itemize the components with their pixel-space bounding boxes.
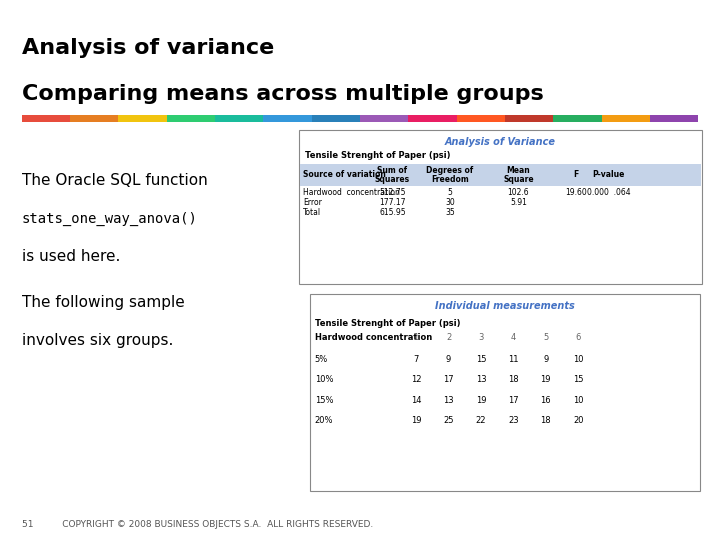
Text: 1: 1 xyxy=(413,333,419,342)
Text: 10: 10 xyxy=(573,396,583,404)
Text: Individual measurements: Individual measurements xyxy=(435,301,575,312)
Text: The following sample: The following sample xyxy=(22,295,184,310)
Text: 19: 19 xyxy=(476,396,486,404)
Text: 18: 18 xyxy=(508,375,518,384)
Text: 16: 16 xyxy=(541,396,551,404)
Text: 19: 19 xyxy=(411,416,421,425)
Text: Source of variation: Source of variation xyxy=(303,171,386,179)
Text: 12: 12 xyxy=(411,375,421,384)
Text: 17: 17 xyxy=(508,396,518,404)
Text: Sum of
Squares: Sum of Squares xyxy=(375,166,410,184)
Text: Hardwood concentration: Hardwood concentration xyxy=(315,333,432,342)
Text: 5%: 5% xyxy=(315,355,328,363)
Text: Tensile Strenght of Paper (psi): Tensile Strenght of Paper (psi) xyxy=(315,319,461,328)
Text: 10: 10 xyxy=(573,355,583,363)
Text: 615.95: 615.95 xyxy=(379,208,405,217)
Text: Comparing means across multiple groups: Comparing means across multiple groups xyxy=(22,84,544,104)
Text: F: F xyxy=(573,171,579,179)
Text: 19.60: 19.60 xyxy=(565,188,587,197)
Text: 4: 4 xyxy=(510,333,516,342)
Text: Total: Total xyxy=(303,208,321,217)
Text: Mean
Square: Mean Square xyxy=(503,166,534,184)
Text: 5: 5 xyxy=(543,333,549,342)
Text: 20%: 20% xyxy=(315,416,333,425)
Text: 19: 19 xyxy=(541,375,551,384)
Text: Analysis of Variance: Analysis of Variance xyxy=(445,137,556,147)
Text: 17: 17 xyxy=(444,375,454,384)
Text: 22: 22 xyxy=(476,416,486,425)
Text: 14: 14 xyxy=(411,396,421,404)
Text: 11: 11 xyxy=(508,355,518,363)
Text: 13: 13 xyxy=(476,375,486,384)
Text: 177.17: 177.17 xyxy=(379,198,405,207)
Text: 20: 20 xyxy=(573,416,583,425)
Text: 0.000  .064: 0.000 .064 xyxy=(587,188,630,197)
Text: involves six groups.: involves six groups. xyxy=(22,333,173,348)
Text: Analysis of variance: Analysis of variance xyxy=(22,38,274,58)
Text: 15: 15 xyxy=(476,355,486,363)
Text: 10%: 10% xyxy=(315,375,333,384)
Text: 35: 35 xyxy=(445,208,455,217)
Text: 23: 23 xyxy=(508,416,518,425)
Text: 102.6: 102.6 xyxy=(508,188,529,197)
Text: 7: 7 xyxy=(413,355,419,363)
Text: Hardwood  concentration: Hardwood concentration xyxy=(303,188,400,197)
Text: 18: 18 xyxy=(541,416,551,425)
Text: Tensile Strenght of Paper (psi): Tensile Strenght of Paper (psi) xyxy=(305,151,450,160)
Text: 51          COPYRIGHT © 2008 BUSINESS OBJECTS S.A.  ALL RIGHTS RESERVED.: 51 COPYRIGHT © 2008 BUSINESS OBJECTS S.A… xyxy=(22,521,373,529)
Text: is used here.: is used here. xyxy=(22,249,120,264)
Text: stats_one_way_anova(): stats_one_way_anova() xyxy=(22,212,197,226)
Text: 2: 2 xyxy=(446,333,451,342)
Text: 9: 9 xyxy=(543,355,549,363)
Text: 512.75: 512.75 xyxy=(379,188,405,197)
Text: 5.91: 5.91 xyxy=(510,198,527,207)
Text: 13: 13 xyxy=(444,396,454,404)
Text: Degrees of
Freedom: Degrees of Freedom xyxy=(426,166,474,184)
Text: 15: 15 xyxy=(573,375,583,384)
Text: 6: 6 xyxy=(575,333,581,342)
Text: 15%: 15% xyxy=(315,396,333,404)
Text: 25: 25 xyxy=(444,416,454,425)
Text: The Oracle SQL function: The Oracle SQL function xyxy=(22,173,207,188)
Text: 30: 30 xyxy=(445,198,455,207)
Text: P-value: P-value xyxy=(593,171,624,179)
Text: 3: 3 xyxy=(478,333,484,342)
Text: 5: 5 xyxy=(448,188,452,197)
Text: Error: Error xyxy=(303,198,322,207)
Text: 9: 9 xyxy=(446,355,451,363)
